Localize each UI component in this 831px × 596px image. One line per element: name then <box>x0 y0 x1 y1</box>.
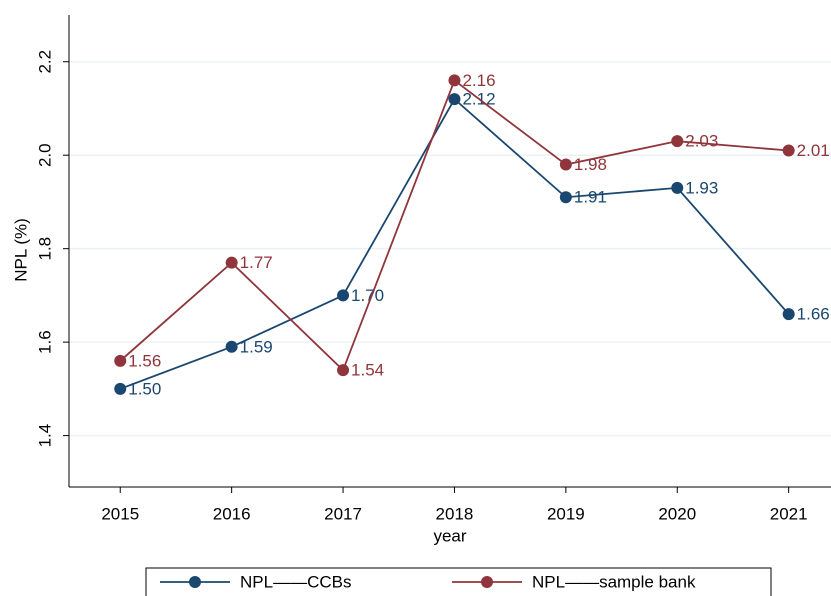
data-label: 1.66 <box>797 305 830 324</box>
legend-marker <box>189 576 201 588</box>
point <box>448 93 461 106</box>
point <box>782 144 795 157</box>
data-label: 1.54 <box>351 361 384 380</box>
point <box>671 135 684 148</box>
data-label: 1.56 <box>128 351 161 370</box>
y-tick-label: 1.4 <box>35 424 54 448</box>
legend-label: NPL——sample bank <box>532 572 696 591</box>
point <box>559 158 572 171</box>
data-label: 2.03 <box>685 132 718 151</box>
y-tick-label: 1.8 <box>35 237 54 261</box>
legend-marker <box>481 576 493 588</box>
x-tick-label: 2020 <box>658 504 696 523</box>
point <box>337 364 350 377</box>
x-tick-label: 2017 <box>324 504 362 523</box>
series-line <box>119 78 789 372</box>
y-tick-label: 2.2 <box>35 50 54 74</box>
x-axis-label: year <box>433 526 466 545</box>
x-tick-label: 2016 <box>213 504 251 523</box>
data-label: 1.93 <box>685 178 718 197</box>
data-label: 2.01 <box>797 141 830 160</box>
point <box>559 191 572 204</box>
data-label: 1.50 <box>128 379 161 398</box>
x-tick-label: 2019 <box>547 504 585 523</box>
x-tick-label: 2021 <box>770 504 808 523</box>
y-tick-label: 1.6 <box>35 330 54 354</box>
point <box>448 74 461 87</box>
point <box>114 382 127 395</box>
y-axis-label: NPL (%) <box>11 218 30 282</box>
data-label: 1.59 <box>240 337 273 356</box>
data-label: 1.77 <box>240 253 273 272</box>
point <box>671 181 684 194</box>
data-label: 2.16 <box>462 71 495 90</box>
x-tick-label: 2018 <box>436 504 474 523</box>
y-tick-label: 2.0 <box>35 143 54 167</box>
point <box>225 340 238 353</box>
point <box>337 289 350 302</box>
point <box>225 256 238 269</box>
x-tick-label: 2015 <box>101 504 139 523</box>
data-label: 1.91 <box>574 188 607 207</box>
data-label: 1.98 <box>574 155 607 174</box>
point <box>782 308 795 321</box>
data-label: 1.70 <box>351 286 384 305</box>
legend-label: NPL——CCBs <box>240 572 351 591</box>
point <box>114 354 127 367</box>
